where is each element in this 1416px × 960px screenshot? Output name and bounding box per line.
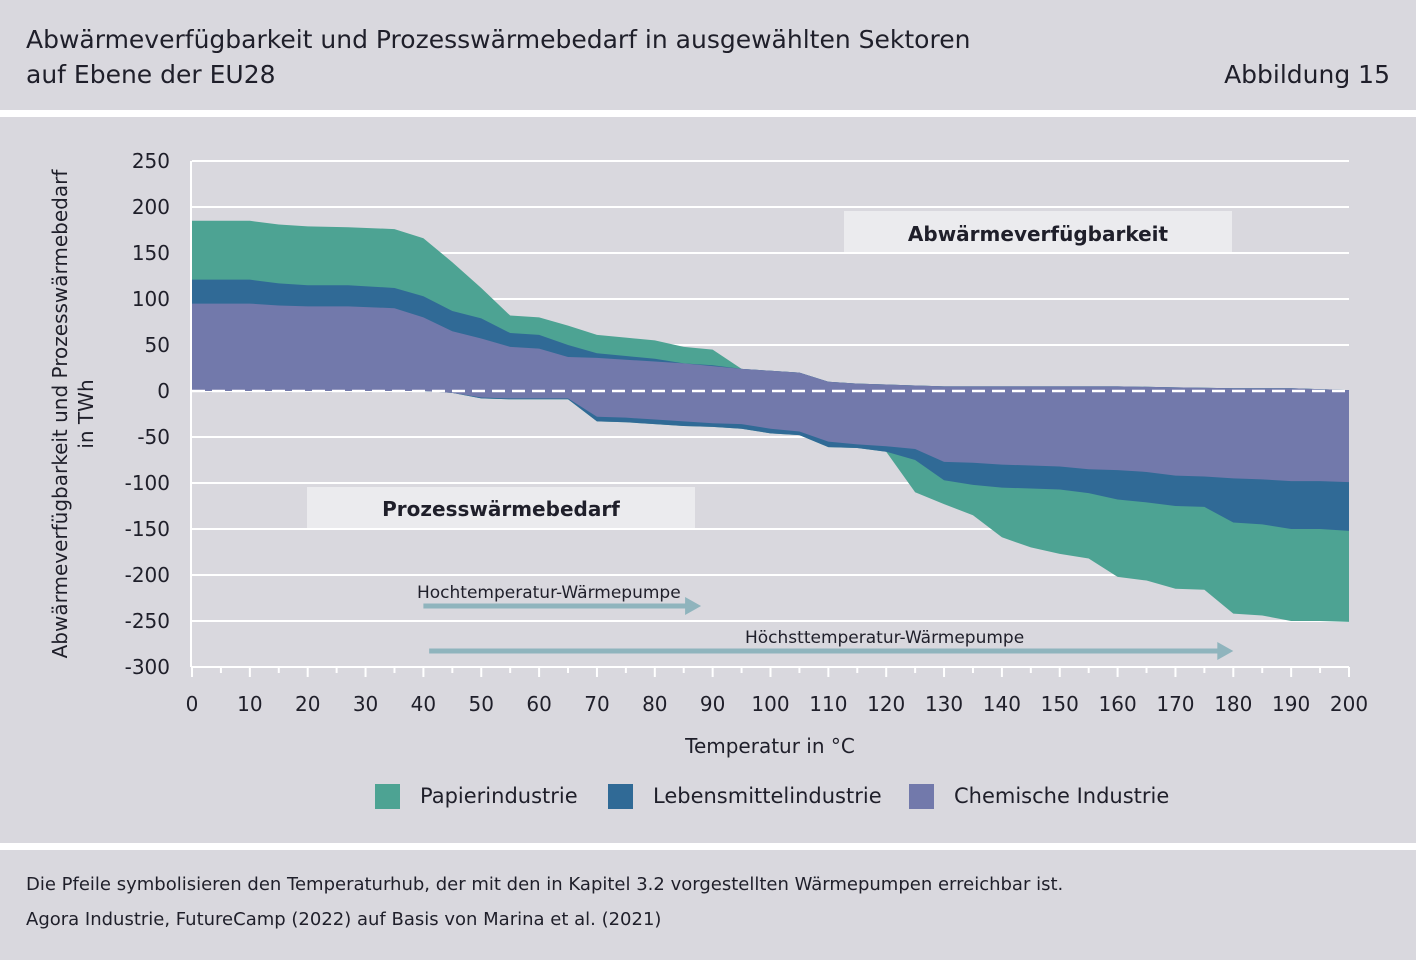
axes: 0 10 20 30 40 50 60 70 80 90 100 110 120 130 140 150 160… — [48, 149, 1368, 758]
x-tick-label-80: 80 — [642, 692, 667, 716]
x-tick-label-140: 140 — [983, 692, 1021, 716]
y-tick-label-50: 50 — [145, 333, 170, 357]
y-tick-label--100: -100 — [125, 471, 170, 495]
x-tick-label-30: 30 — [353, 692, 378, 716]
legend-label-lebensmittel: Lebensmittelindustrie — [653, 784, 882, 808]
footnote: Die Pfeile symbolisieren den Temperaturh… — [26, 874, 1064, 895]
x-tick-label-10: 10 — [237, 692, 262, 716]
waste-heat-label: Abwärmeverfügbarkeit — [908, 222, 1169, 246]
x-tick-label-40: 40 — [411, 692, 436, 716]
x-tick-label-190: 190 — [1272, 692, 1310, 716]
y-tick-label--50: -50 — [137, 425, 170, 449]
y-tick-label--300: -300 — [125, 655, 170, 679]
y-tick-label-250: 250 — [132, 149, 170, 173]
source-line: Agora Industrie, FutureCamp (2022) auf B… — [26, 909, 662, 930]
x-tick-label-90: 90 — [700, 692, 725, 716]
x-tick-label-20: 20 — [295, 692, 320, 716]
arrow-hoechsttemperatur-label: Höchsttemperatur-Wärmepumpe — [745, 628, 1024, 648]
x-tick-label-150: 150 — [1041, 692, 1079, 716]
data-areas — [192, 220, 1349, 622]
figure-label: Abbildung 15 — [1224, 60, 1390, 89]
area-waste-chemie — [192, 303, 1349, 391]
x-tick-label-50: 50 — [469, 692, 494, 716]
legend-label-chemie: Chemische Industrie — [954, 784, 1170, 808]
x-tick-label-160: 160 — [1099, 692, 1137, 716]
y-tick-label--150: -150 — [125, 517, 170, 541]
legend-swatch-chemie — [909, 784, 934, 809]
y-tick-label-200: 200 — [132, 195, 170, 219]
chart-title-line1: Abwärmeverfügbarkeit und Prozesswärmebed… — [26, 25, 971, 54]
chart-overlays: Abwärmeverfügbarkeit Prozesswärmebedarf Ho… — [192, 211, 1349, 660]
x-axis-title: Temperatur in °C — [684, 734, 855, 758]
x-tick-label-0: 0 — [186, 692, 199, 716]
y-axis-title-line1: Abwärmeverfügbarkeit und Prozesswärmebed… — [48, 169, 72, 659]
arrow-hochtemperatur-head — [685, 597, 702, 615]
waste-heat-label-box — [844, 211, 1232, 252]
x-tick-label-180: 180 — [1214, 692, 1252, 716]
y-tick-label-100: 100 — [132, 287, 170, 311]
x-tick-label-170: 170 — [1156, 692, 1194, 716]
y-tick-label-0: 0 — [157, 379, 170, 403]
chart-title-line2: auf Ebene der EU28 — [26, 60, 276, 89]
x-tick-label-200: 200 — [1330, 692, 1368, 716]
x-tick-label-70: 70 — [584, 692, 609, 716]
y-tick-label--250: -250 — [125, 609, 170, 633]
y-tick-label-150: 150 — [132, 241, 170, 265]
legend-swatch-lebensmittel — [608, 784, 633, 809]
process-heat-label-box — [307, 487, 695, 528]
x-tick-label-100: 100 — [751, 692, 789, 716]
footer-panel — [0, 850, 1416, 960]
x-tick-label-120: 120 — [867, 692, 905, 716]
x-tick-label-110: 110 — [809, 692, 847, 716]
x-tick-label-130: 130 — [925, 692, 963, 716]
process-heat-label: Prozesswärmebedarf — [382, 497, 620, 521]
legend-swatch-papier — [375, 784, 400, 809]
y-tick-label--200: -200 — [125, 563, 170, 587]
y-axis-title-line2: in TWh — [74, 379, 98, 448]
legend-label-papier: Papierindustrie — [420, 784, 578, 808]
arrow-hochtemperatur-label: Hochtemperatur-Wärmepumpe — [417, 583, 681, 603]
x-tick-label-60: 60 — [526, 692, 551, 716]
header-panel: Abwärmeverfügbarkeit und Prozesswärmebed… — [0, 0, 1416, 110]
area-process-chemie — [423, 391, 1349, 483]
arrow-hoechsttemperatur-head — [1217, 642, 1234, 660]
